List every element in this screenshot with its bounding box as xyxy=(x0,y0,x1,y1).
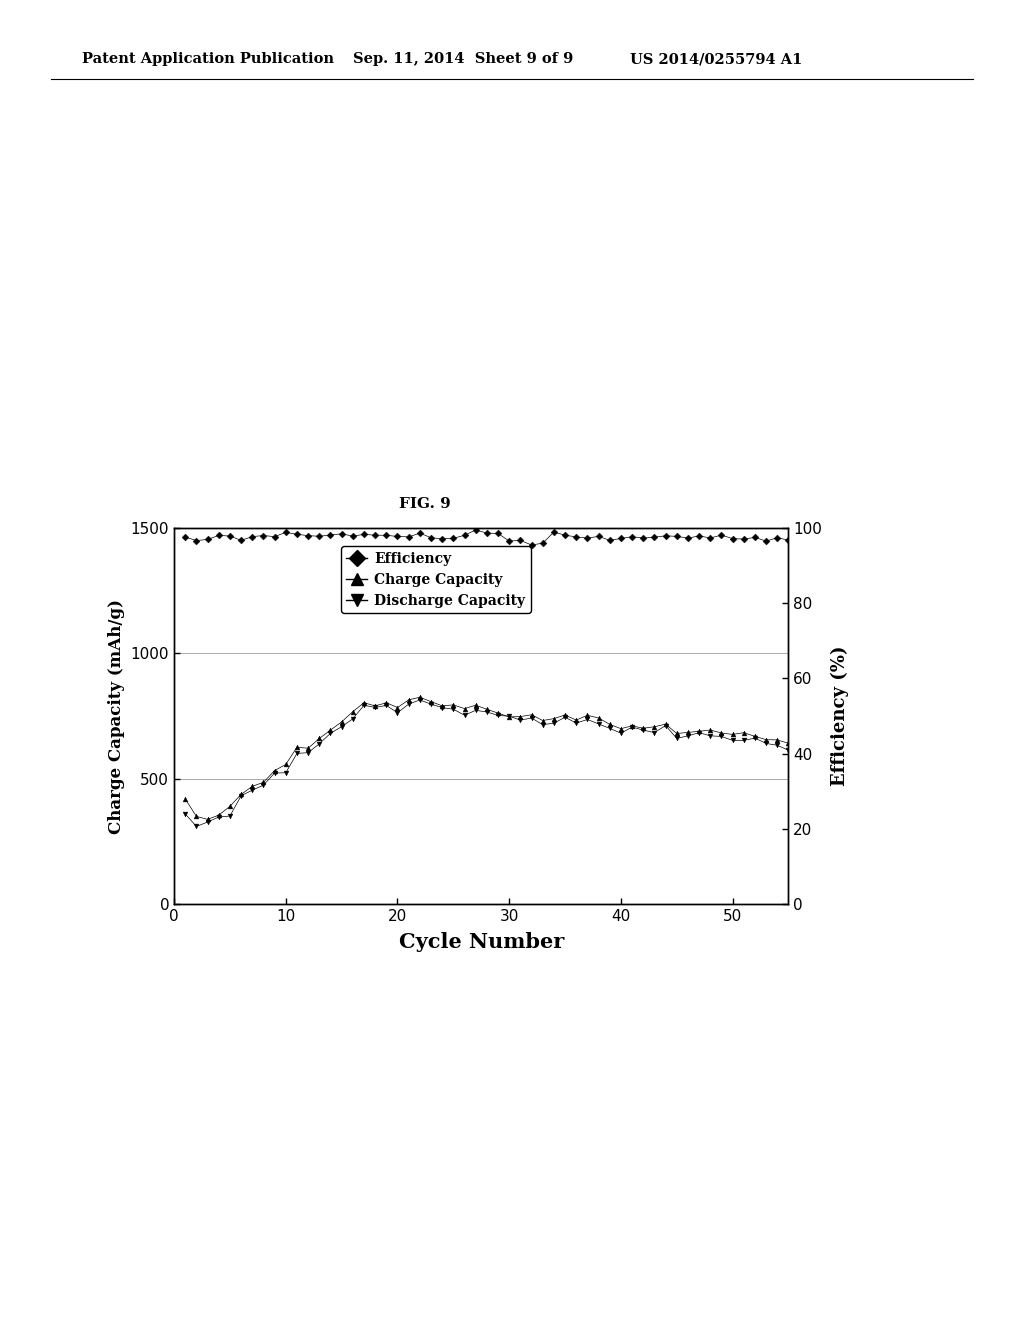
Legend: Efficiency, Charge Capacity, Discharge Capacity: Efficiency, Charge Capacity, Discharge C… xyxy=(341,546,530,614)
Charge Capacity xyxy=(425,694,437,710)
Efficiency xyxy=(402,529,415,545)
Line: Charge Capacity: Charge Capacity xyxy=(183,694,791,822)
Charge Capacity xyxy=(737,725,750,741)
Charge Capacity xyxy=(179,791,191,807)
Efficiency xyxy=(325,527,337,543)
Charge Capacity xyxy=(782,735,795,751)
Efficiency xyxy=(246,529,258,545)
Charge Capacity xyxy=(202,812,214,828)
Efficiency xyxy=(291,527,303,543)
Text: FIG. 9: FIG. 9 xyxy=(399,498,451,511)
Text: Patent Application Publication: Patent Application Publication xyxy=(82,53,334,66)
Discharge Capacity xyxy=(257,777,269,793)
Discharge Capacity xyxy=(737,733,750,748)
Efficiency xyxy=(179,529,191,545)
Text: US 2014/0255794 A1: US 2014/0255794 A1 xyxy=(630,53,802,66)
Charge Capacity xyxy=(257,775,269,791)
Y-axis label: Charge Capacity (mAh/g): Charge Capacity (mAh/g) xyxy=(109,598,125,834)
Efficiency xyxy=(782,532,795,548)
Discharge Capacity xyxy=(179,807,191,822)
Y-axis label: Efficiency (%): Efficiency (%) xyxy=(830,645,849,787)
X-axis label: Cycle Number: Cycle Number xyxy=(398,932,564,953)
Efficiency xyxy=(470,521,482,537)
Discharge Capacity xyxy=(190,818,203,834)
Efficiency xyxy=(737,531,750,546)
Charge Capacity xyxy=(771,733,783,748)
Charge Capacity xyxy=(336,714,348,730)
Discharge Capacity xyxy=(336,718,348,734)
Line: Discharge Capacity: Discharge Capacity xyxy=(183,697,791,829)
Charge Capacity xyxy=(302,741,314,756)
Discharge Capacity xyxy=(782,742,795,758)
Efficiency xyxy=(771,529,783,545)
Discharge Capacity xyxy=(302,744,314,760)
Text: Sep. 11, 2014  Sheet 9 of 9: Sep. 11, 2014 Sheet 9 of 9 xyxy=(353,53,573,66)
Efficiency xyxy=(525,537,538,553)
Charge Capacity xyxy=(414,689,426,705)
Discharge Capacity xyxy=(425,696,437,711)
Discharge Capacity xyxy=(414,692,426,708)
Discharge Capacity xyxy=(771,738,783,754)
Line: Efficiency: Efficiency xyxy=(183,528,791,548)
